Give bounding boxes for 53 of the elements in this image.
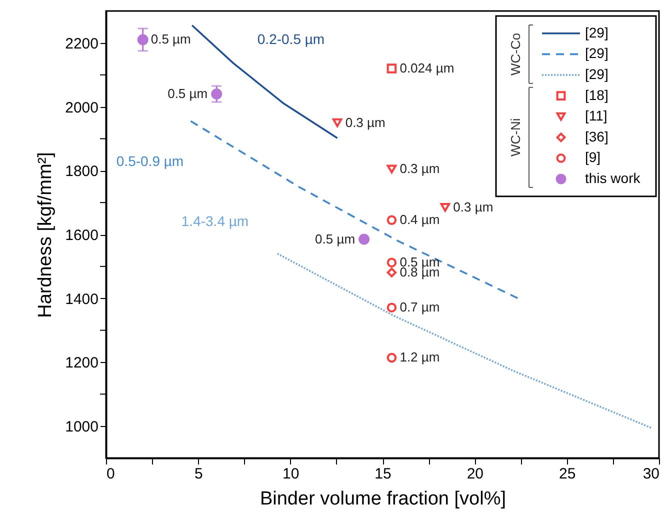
annotation: 0.3 µm: [345, 114, 386, 130]
legend-label: [9]: [585, 149, 601, 166]
point: [137, 34, 148, 46]
legend-label: [29]: [585, 66, 608, 82]
x-tick-label: 15: [374, 466, 392, 482]
point: [332, 118, 342, 128]
annotation: 0.2-0.5 µm: [257, 31, 325, 47]
annotation: 0.3 µm: [400, 161, 440, 176]
annotation: WC-Co: [508, 32, 523, 76]
annotation: 0.5 µm: [315, 231, 356, 246]
legend-label: [36]: [585, 128, 608, 144]
line-series: [276, 252, 653, 429]
y-tick-label: 1200: [65, 354, 98, 372]
legend-label: [11]: [585, 108, 608, 124]
x-tick-label: 10: [282, 466, 300, 482]
annotation: 1.4-3.4 µm: [181, 213, 249, 229]
point: [386, 64, 397, 74]
y-tick-label: 1400: [65, 290, 98, 308]
y-tick-label: 1600: [65, 227, 98, 244]
point: [386, 268, 397, 278]
line-series: [191, 24, 338, 139]
point: [386, 258, 397, 268]
point: [211, 88, 222, 100]
x-tick-label: 30: [642, 466, 660, 482]
point: [358, 234, 370, 245]
y-axis-title: Hardness [kgf/mm²]: [35, 152, 56, 318]
y-tick-label: 1800: [65, 163, 98, 180]
point: [386, 302, 397, 312]
annotation: 0.7 µm: [400, 300, 440, 315]
legend-label: this work: [585, 170, 642, 186]
legend-label: [29]: [585, 45, 608, 62]
annotation: 0.5 µm: [168, 86, 208, 102]
x-tick-label: 5: [194, 466, 203, 482]
point: [386, 215, 397, 225]
legend-label: [18]: [585, 86, 608, 103]
annotation: 0.5 µm: [150, 32, 191, 47]
x-tick-label: 20: [466, 466, 484, 482]
y-tick-label: 2000: [65, 99, 98, 116]
y-tick-label: 1000: [65, 418, 98, 436]
annotation: 0.4 µm: [400, 212, 440, 228]
point: [386, 352, 397, 363]
annotation: WC-Ni: [508, 118, 523, 157]
x-tick-label: 0: [106, 466, 115, 482]
y-tick-label: 2200: [65, 35, 98, 52]
annotation: 0.3 µm: [453, 199, 494, 214]
legend-label: [29]: [585, 24, 608, 40]
x-axis-title: Binder volume fraction [vol%]: [260, 488, 506, 510]
point: [386, 164, 397, 174]
x-tick-label: 25: [558, 466, 576, 482]
point: [440, 203, 450, 212]
annotation: 0.5-0.9 µm: [116, 153, 184, 169]
annotation: 0.024 µm: [400, 60, 454, 76]
annotation: 1.2 µm: [400, 350, 440, 365]
